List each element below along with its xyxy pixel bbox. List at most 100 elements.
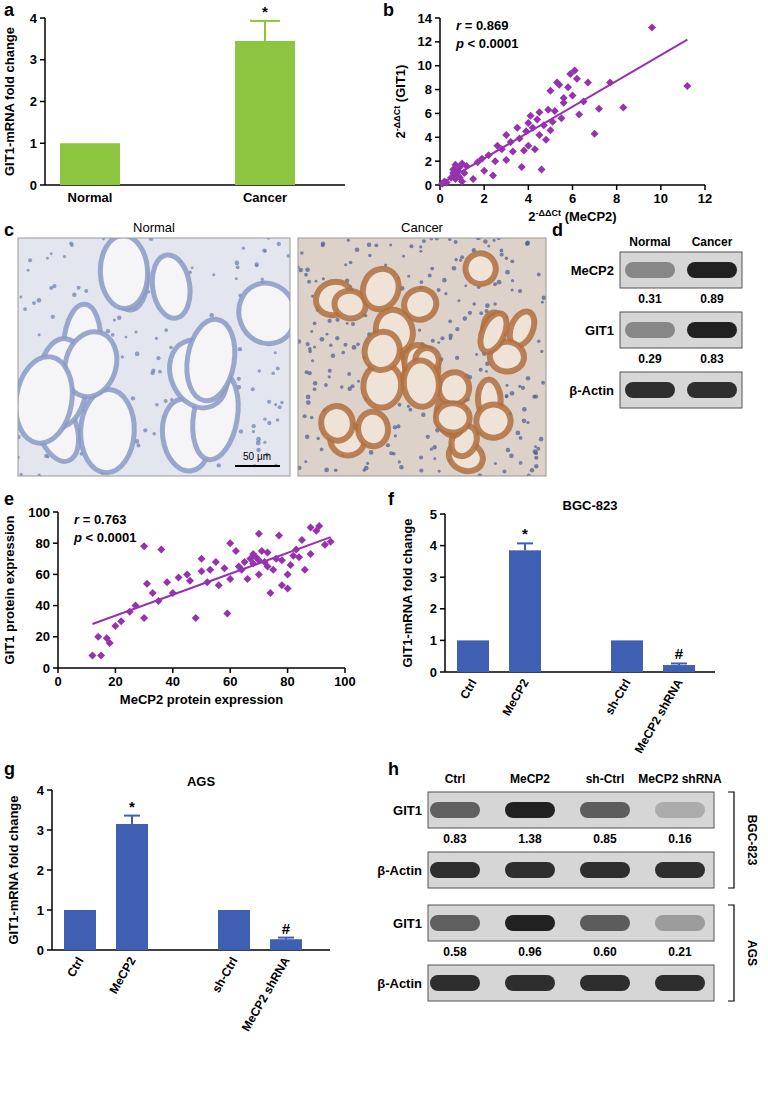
point xyxy=(555,81,563,89)
point xyxy=(88,652,96,660)
figure: 01234*NormalCancerGIT1-mRNA fold change0… xyxy=(0,0,768,1110)
ihc-image xyxy=(18,238,290,476)
nucleus xyxy=(169,346,173,350)
nucleus xyxy=(242,246,245,249)
nucleus xyxy=(351,322,355,326)
row-label: β-Actin xyxy=(377,863,422,878)
fit-line xyxy=(92,537,330,624)
label-part: -ΔΔCt xyxy=(392,106,402,131)
point xyxy=(544,106,552,114)
point xyxy=(456,174,464,182)
blot-strip xyxy=(428,905,714,941)
gland xyxy=(475,309,512,355)
point xyxy=(531,145,539,153)
nucleus xyxy=(313,381,318,386)
y-tick-label: 1 xyxy=(430,633,437,648)
nucleus xyxy=(111,333,115,337)
point xyxy=(255,570,263,578)
nucleus xyxy=(533,449,538,454)
nucleus xyxy=(494,462,497,465)
significance-mark: * xyxy=(522,525,528,542)
point xyxy=(140,542,148,550)
y-tick-label: 4 xyxy=(425,130,433,145)
band-value: 0.16 xyxy=(668,832,692,846)
nucleus xyxy=(251,387,255,391)
nucleus xyxy=(455,356,459,360)
row-label: GIT1 xyxy=(393,916,422,931)
point xyxy=(284,570,292,578)
nucleus xyxy=(472,302,476,306)
y-tick xyxy=(440,640,445,642)
x-tick xyxy=(115,668,117,673)
nucleus xyxy=(276,366,280,370)
x-tick xyxy=(483,185,485,190)
nucleus xyxy=(341,351,345,355)
nucleus xyxy=(320,448,324,452)
nucleus xyxy=(347,386,351,390)
x-tick-label: 12 xyxy=(698,191,712,206)
gland xyxy=(181,316,240,404)
nucleus xyxy=(422,239,426,243)
nucleus xyxy=(479,311,483,315)
panel-label: g xyxy=(4,759,15,779)
nucleus xyxy=(324,383,328,387)
band xyxy=(505,915,555,931)
nucleus xyxy=(331,353,336,358)
nucleus xyxy=(518,289,522,293)
x-tick-label: Cancer xyxy=(243,190,287,205)
panel-label: c xyxy=(4,220,14,240)
gland xyxy=(319,404,356,443)
lane-label: Cancer xyxy=(692,235,733,249)
point xyxy=(198,555,206,563)
point xyxy=(571,66,579,74)
point xyxy=(266,589,274,597)
y-tick xyxy=(53,542,58,544)
band-value: 0.31 xyxy=(638,292,662,306)
x-tick-label: MeCP2 shRNA xyxy=(239,954,293,1033)
nucleus xyxy=(440,336,444,340)
y-tick xyxy=(440,513,445,515)
x-tick xyxy=(528,185,530,190)
band xyxy=(505,802,555,818)
label-part: -ΔΔCt xyxy=(536,208,561,218)
nucleus xyxy=(511,279,514,282)
nucleus xyxy=(369,450,374,455)
x-tick xyxy=(660,185,662,190)
bar xyxy=(218,910,250,950)
point xyxy=(549,118,557,126)
nucleus xyxy=(407,275,410,278)
y-axis-label: GIT1 protein expression xyxy=(2,516,17,665)
point xyxy=(94,633,102,641)
bar xyxy=(235,41,295,185)
nucleus xyxy=(262,248,266,252)
y-tick xyxy=(53,605,58,607)
group-bracket xyxy=(728,792,734,888)
nucleus xyxy=(267,421,271,425)
x-tick-label: MeCP2 shRNA xyxy=(632,676,686,755)
nucleus xyxy=(38,333,41,336)
nucleus xyxy=(506,384,509,387)
nucleus xyxy=(274,403,277,406)
nucleus xyxy=(252,424,256,428)
bars xyxy=(64,816,302,950)
row-label: β-Actin xyxy=(569,383,614,398)
error-cap xyxy=(671,662,687,664)
panel-label: e xyxy=(4,489,14,509)
y-tick-label: 4 xyxy=(37,783,45,798)
nucleus xyxy=(334,468,338,472)
nucleus xyxy=(515,431,520,436)
nucleus xyxy=(479,368,483,372)
nucleus xyxy=(464,284,467,287)
nucleus xyxy=(274,351,277,354)
x-tick xyxy=(344,668,346,673)
nucleus xyxy=(263,417,266,420)
nucleus xyxy=(428,273,432,277)
nucleus xyxy=(525,242,530,247)
nucleus xyxy=(303,414,307,418)
point xyxy=(518,163,526,171)
nucleus xyxy=(419,245,422,248)
nucleus xyxy=(328,369,332,373)
nucleus xyxy=(394,434,397,437)
nucleus xyxy=(77,286,81,290)
y-tick-label: 5 xyxy=(430,507,437,522)
